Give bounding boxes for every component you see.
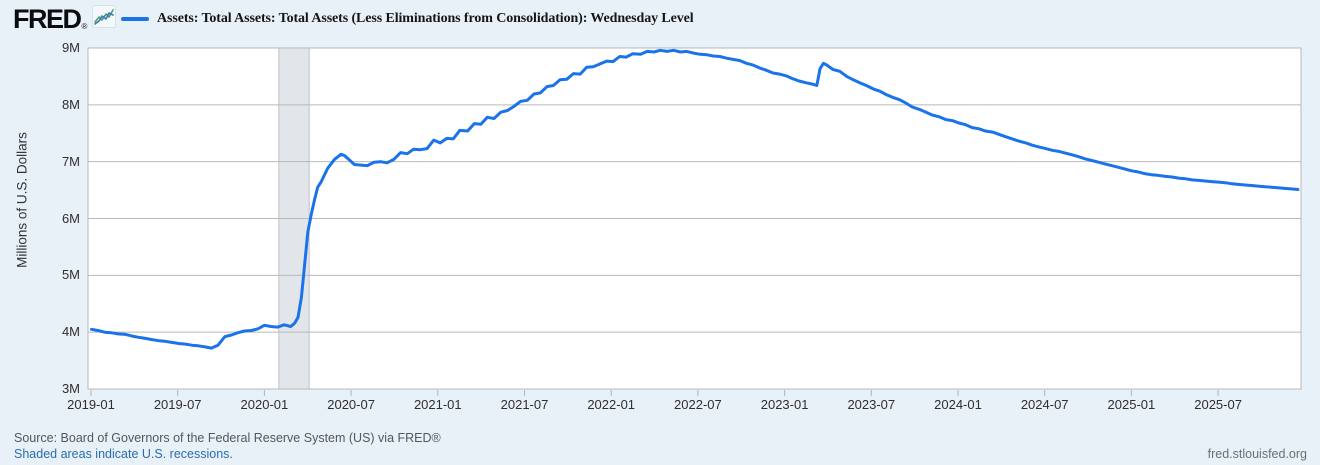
x-tick-label: 2023-01: [760, 397, 809, 412]
y-tick-label: 4M: [61, 324, 80, 340]
series-legend-label[interactable]: Assets: Total Assets: Total Assets (Less…: [157, 11, 694, 26]
x-tick-label: 2024-01: [934, 397, 982, 412]
x-tick-label: 2025-07: [1194, 397, 1242, 412]
recession-note-link[interactable]: Shaded areas indicate U.S. recessions.: [14, 447, 233, 461]
fred-site-link[interactable]: fred.stlouisfed.org: [1207, 447, 1307, 461]
x-tick-label: 2024-07: [1020, 397, 1069, 412]
x-tick-label: 2020-07: [327, 397, 375, 412]
x-tick-label: 2019-07: [153, 397, 202, 412]
x-tick-label: 2019-01: [67, 397, 115, 412]
x-tick-label: 2022-01: [587, 397, 636, 412]
data-line[interactable]: [90, 48, 1300, 350]
x-tick-label: 2021-01: [413, 397, 462, 412]
x-tick-label: 2020-01: [240, 397, 289, 412]
registered-mark: ®: [81, 22, 88, 31]
fred-sparkline-icon: [92, 5, 117, 33]
x-tick-label: 2021-07: [500, 397, 549, 412]
fred-header: FRED ®: [13, 4, 117, 34]
fred-logo[interactable]: FRED: [13, 4, 82, 34]
plot-border: [87, 47, 1302, 390]
y-tick-label: 5M: [61, 267, 80, 283]
series-legend: Assets: Total Assets: Total Assets (Less…: [121, 11, 694, 27]
legend-line-swatch: [121, 17, 149, 21]
y-tick-label: 7M: [61, 153, 80, 169]
y-tick-label: 3M: [61, 381, 80, 396]
y-tick-label: 6M: [61, 210, 80, 226]
x-tick-label: 2025-01: [1107, 397, 1156, 412]
source-note: Source: Board of Governors of the Federa…: [14, 431, 441, 445]
x-tick-label: 2023-07: [847, 397, 896, 412]
x-tick-label: 2022-07: [674, 397, 722, 412]
y-tick-label: 8M: [61, 96, 80, 112]
y-tick-label: 9M: [61, 40, 80, 55]
y-axis-title: Millions of U.S. Dollars: [14, 132, 30, 268]
